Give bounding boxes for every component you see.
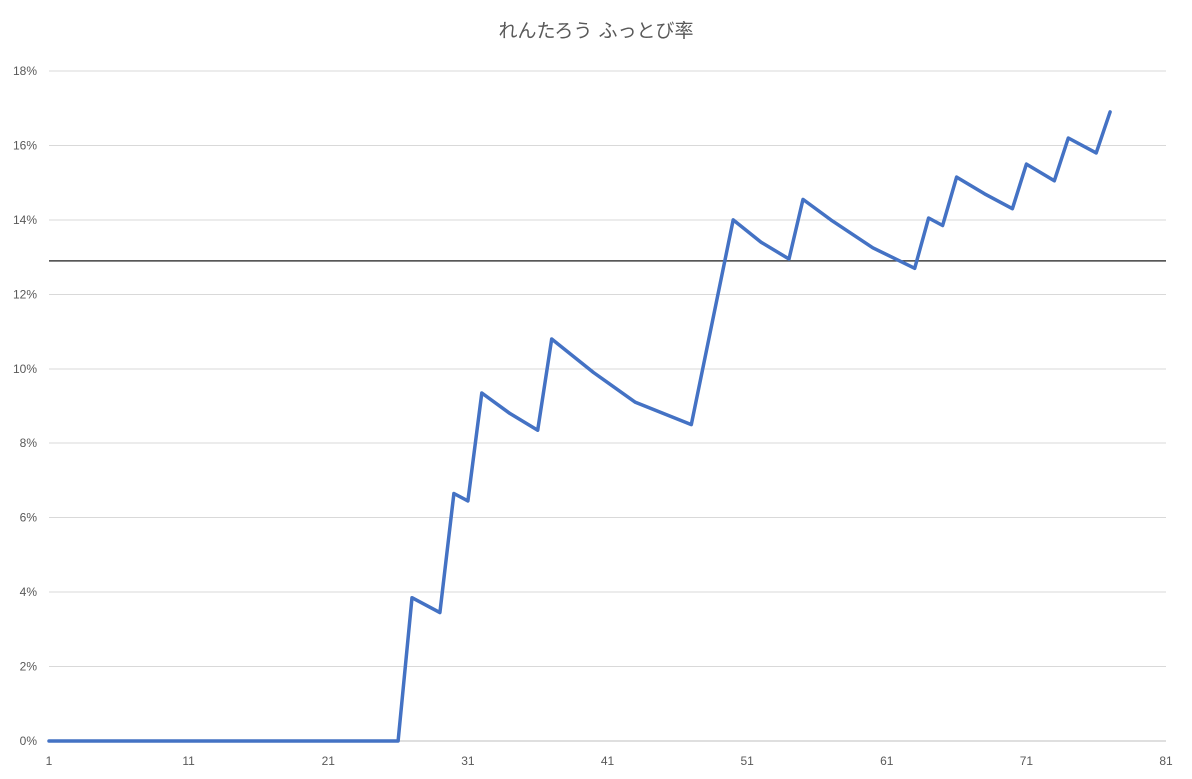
x-tick-label: 41 <box>601 754 615 768</box>
y-axis-tick-labels: 0% 2% 4% 6% 8% 10% 12% 14% 16% 18% <box>13 64 37 748</box>
y-tick-label: 6% <box>20 511 38 525</box>
gridlines <box>49 70 1166 742</box>
y-tick-label: 2% <box>20 660 38 674</box>
x-tick-label: 71 <box>1020 754 1034 768</box>
y-tick-label: 0% <box>20 734 38 748</box>
y-tick-label: 8% <box>20 436 38 450</box>
x-tick-label: 61 <box>880 754 894 768</box>
x-tick-label: 31 <box>461 754 475 768</box>
y-tick-label: 12% <box>13 287 37 301</box>
series-line <box>47 110 1112 743</box>
y-tick-label: 18% <box>13 64 37 78</box>
x-tick-label: 1 <box>46 754 53 768</box>
y-tick-label: 16% <box>13 138 37 152</box>
chart-title: れんたろう ふっとび率 <box>499 20 694 42</box>
y-tick-label: 4% <box>20 585 38 599</box>
x-axis-tick-labels: 1 11 21 31 41 51 61 71 81 <box>46 754 1173 768</box>
y-tick-label: 14% <box>13 213 37 227</box>
y-tick-label: 10% <box>13 362 37 376</box>
x-tick-label: 11 <box>182 754 195 768</box>
x-tick-label: 21 <box>322 754 336 768</box>
x-tick-label: 51 <box>740 754 754 768</box>
series-group <box>47 110 1112 743</box>
x-tick-label: 81 <box>1159 754 1173 768</box>
